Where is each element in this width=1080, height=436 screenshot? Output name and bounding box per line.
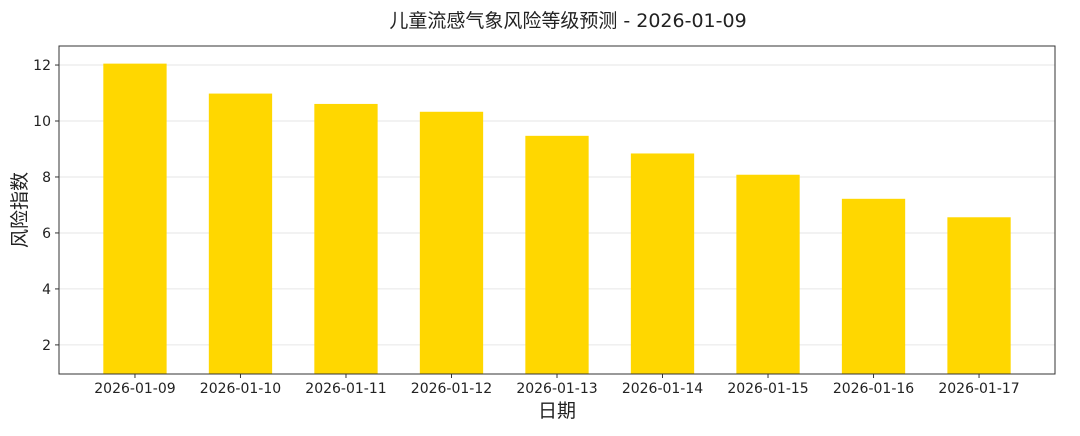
x-tick-label: 2026-01-16 [833, 381, 914, 397]
x-tick-label: 2026-01-12 [411, 381, 492, 397]
bar [314, 103, 378, 375]
bar [208, 93, 273, 375]
x-tick-label: 2026-01-14 [622, 381, 703, 397]
y-axis-label: 风险指数 [9, 172, 31, 248]
x-tick-label: 2026-01-09 [94, 381, 175, 397]
y-tick-label: 4 [42, 282, 51, 298]
chart-title: 儿童流感气象风险等级预测 - 2026-01-09 [389, 10, 746, 32]
bar [841, 198, 906, 374]
bar [419, 111, 484, 375]
bar [525, 135, 589, 374]
bar [630, 153, 695, 374]
bar [947, 217, 1011, 374]
bar [103, 63, 167, 374]
y-tick-label: 6 [42, 226, 51, 242]
bar [736, 174, 800, 374]
y-tick-label: 8 [42, 170, 51, 186]
y-tick-label: 10 [33, 114, 51, 130]
x-axis-label: 日期 [538, 400, 576, 422]
y-tick-label: 2 [42, 338, 51, 354]
x-tick-label: 2026-01-17 [938, 381, 1019, 397]
x-tick-label: 2026-01-15 [727, 381, 808, 397]
x-tick-label: 2026-01-13 [516, 381, 597, 397]
x-tick-label: 2026-01-11 [305, 381, 386, 397]
y-tick-label: 12 [33, 58, 51, 74]
x-tick-label: 2026-01-10 [200, 381, 281, 397]
